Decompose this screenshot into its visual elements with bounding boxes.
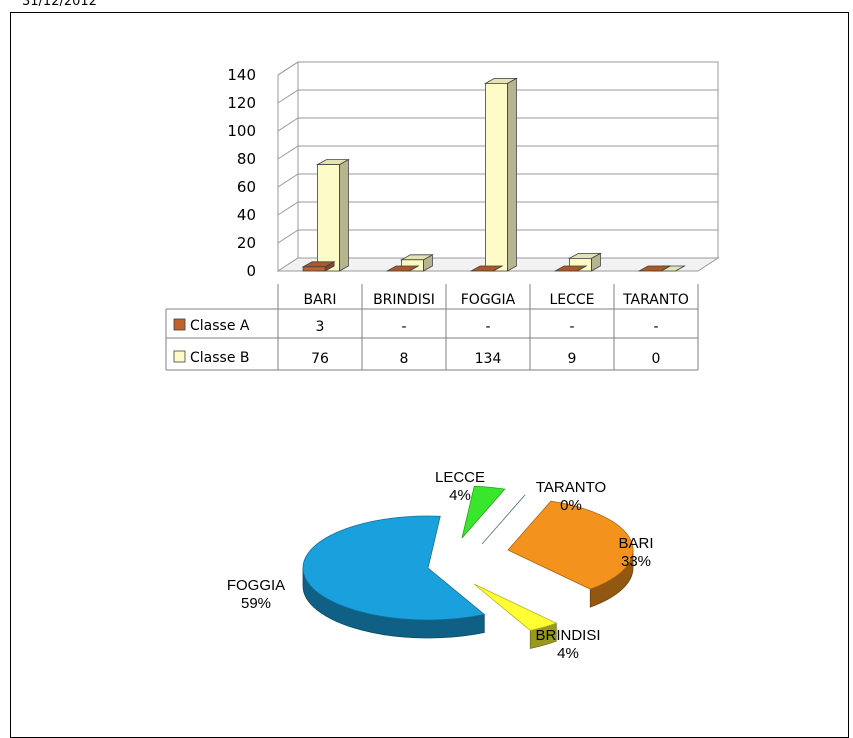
slice-bari [507,500,634,590]
pie-label-brindisi: BRINDISI [535,627,600,644]
y-tick-label: 40 [237,206,256,224]
pie-percent-lecce: 4% [449,487,471,504]
gridline [277,89,718,104]
pie-percent-taranto: 0% [560,497,582,514]
data-label: - [401,319,406,335]
data-label: - [653,319,658,335]
category-label: TARANTO [622,292,689,308]
bar-classe-a [469,265,504,272]
bar-top [385,265,420,272]
bar-top [553,265,588,272]
pie-percent-foggia: 59% [241,595,271,612]
slice-foggia [302,515,486,621]
data-label: 9 [568,351,577,367]
bar-front [400,259,424,272]
data-label: 0 [652,351,661,367]
legend-label: Classe B [190,350,250,366]
bar-top [637,265,672,272]
y-tick-label: 0 [246,262,256,280]
gridline [277,229,718,244]
y-tick-label: 80 [237,150,256,168]
slice-lecce [461,485,506,539]
data-label: - [569,319,574,335]
bar-classe-a [553,265,588,272]
gridline [277,61,718,76]
bar-front [302,266,326,272]
pie-percent-bari: 33% [621,553,651,570]
bar-front [484,83,508,272]
legend-key [173,318,186,331]
category-label: BARI [303,292,336,308]
legend-key [173,350,186,363]
category-label: BRINDISI [373,292,435,308]
bar-side [506,77,517,272]
report-date: 31/12/2012 [22,0,97,9]
data-label: 3 [316,319,325,335]
slice-taranto [481,494,526,545]
category-label: LECCE [549,292,594,308]
legend-label: Classe A [190,318,250,334]
y-tick-label: 120 [227,94,256,112]
y-tick-label: 100 [227,122,256,140]
bar-top [469,265,504,272]
pie-label-bari: BARI [618,535,653,552]
pie-label-taranto: TARANTO [536,479,606,496]
bar-classe-a [637,265,672,272]
y-tick-label: 140 [227,66,256,84]
bar-classe-b [399,254,434,272]
gridline [277,173,718,188]
gridline [277,201,718,216]
bar-classe-a [301,261,336,272]
bar-classe-b [483,77,518,272]
chart-side-wall [277,61,299,272]
gridline [277,117,718,132]
y-tick-label: 60 [237,178,256,196]
bar-classe-b [315,158,350,272]
y-tick-label: 20 [237,234,256,252]
pie-label-lecce: LECCE [435,469,485,486]
pie-percent-brindisi: 4% [557,645,579,662]
category-label: FOGGIA [461,292,516,308]
bar-classe-a [385,265,420,272]
pie-label-foggia: FOGGIA [227,577,285,594]
slice-brindisi [473,583,558,631]
data-label: - [485,319,490,335]
data-label: 134 [475,351,502,367]
bar-side [338,158,349,272]
data-label: 76 [311,351,329,367]
gridline [277,145,718,160]
data-label: 8 [400,351,409,367]
bar-front [316,164,340,272]
